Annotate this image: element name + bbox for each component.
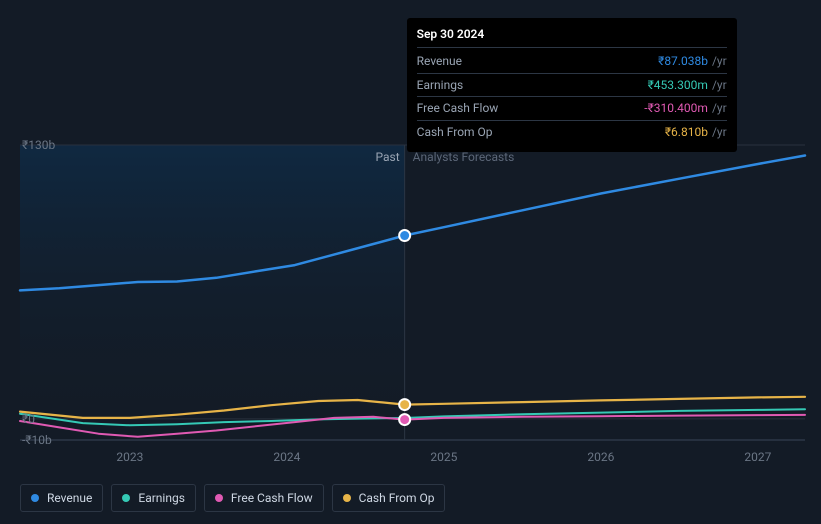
- tooltip-label: Earnings: [417, 77, 464, 94]
- forecast-section-label: Analysts Forecasts: [413, 150, 515, 164]
- tooltip-label: Revenue: [417, 53, 462, 70]
- hover-marker-fcf: [399, 414, 410, 425]
- tooltip-row: Revenue ₹87.038b/yr: [417, 50, 727, 74]
- legend-dot-icon: [343, 494, 351, 502]
- legend-label: Free Cash Flow: [231, 491, 313, 505]
- tooltip-value: ₹453.300m: [648, 78, 708, 92]
- tooltip-value-wrap: ₹6.810b/yr: [665, 124, 727, 141]
- tooltip-unit: /yr: [712, 54, 727, 68]
- x-tick-label: 2025: [430, 450, 457, 464]
- tooltip-value: ₹87.038b: [658, 54, 708, 68]
- legend-dot-icon: [215, 494, 223, 502]
- tooltip-unit: /yr: [712, 78, 727, 92]
- tooltip-unit: /yr: [712, 125, 727, 139]
- legend-item-earnings[interactable]: Earnings: [111, 484, 196, 512]
- legend-item-revenue[interactable]: Revenue: [20, 484, 103, 512]
- tooltip-row: Free Cash Flow -₹310.400m/yr: [417, 97, 727, 121]
- legend-item-cash_from_op[interactable]: Cash From Op: [332, 484, 446, 512]
- hover-marker-cash_from_op: [399, 399, 410, 410]
- legend-dot-icon: [122, 494, 130, 502]
- hover-tooltip: Sep 30 2024 Revenue ₹87.038b/yr Earnings ₹4…: [407, 18, 737, 152]
- x-tick-label: 2027: [744, 450, 771, 464]
- tooltip-row: Cash From Op ₹6.810b/yr: [417, 121, 727, 144]
- legend-label: Earnings: [138, 491, 185, 505]
- past-shade: [20, 145, 405, 440]
- financials-chart[interactable]: ₹130b ₹0 -₹10b 2023 2024 2025 2026 2027 Past A…: [0, 0, 821, 524]
- y-tick-label: -₹10b: [22, 433, 52, 447]
- tooltip-label: Free Cash Flow: [417, 100, 499, 117]
- tooltip-value: ₹6.810b: [665, 125, 708, 139]
- tooltip-unit: /yr: [712, 101, 727, 115]
- legend-label: Cash From Op: [359, 491, 435, 505]
- tooltip-value-wrap: ₹453.300m/yr: [648, 77, 727, 94]
- legend-item-fcf[interactable]: Free Cash Flow: [204, 484, 324, 512]
- tooltip-value-wrap: ₹87.038b/yr: [658, 53, 727, 70]
- tooltip-value: -₹310.400m: [644, 101, 708, 115]
- y-tick-label: ₹130b: [22, 138, 55, 152]
- x-tick-label: 2024: [273, 450, 300, 464]
- chart-legend: Revenue Earnings Free Cash Flow Cash From O…: [20, 484, 445, 512]
- y-tick-label: ₹0: [22, 412, 35, 426]
- x-tick-label: 2026: [587, 450, 614, 464]
- legend-label: Revenue: [47, 491, 92, 505]
- legend-dot-icon: [31, 494, 39, 502]
- past-section-label: Past: [365, 150, 400, 164]
- tooltip-value-wrap: -₹310.400m/yr: [644, 100, 726, 117]
- x-tick-label: 2023: [116, 450, 143, 464]
- tooltip-row: Earnings ₹453.300m/yr: [417, 74, 727, 98]
- tooltip-label: Cash From Op: [417, 124, 493, 141]
- hover-marker-revenue: [399, 230, 410, 241]
- tooltip-date: Sep 30 2024: [417, 26, 727, 48]
